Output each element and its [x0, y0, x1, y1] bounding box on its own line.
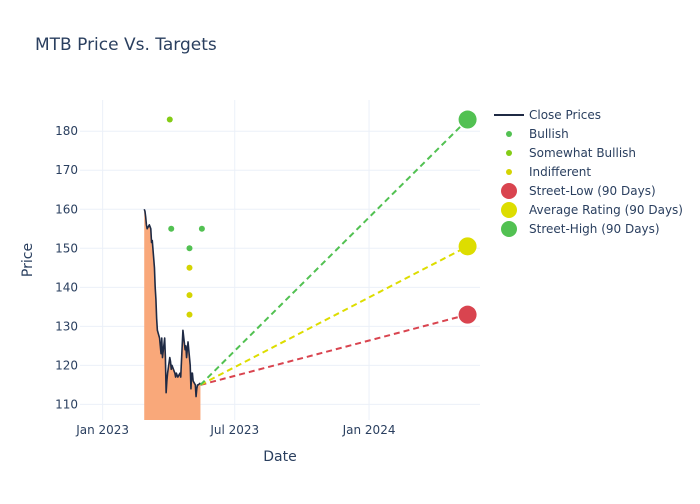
- legend-item[interactable]: Average Rating (90 Days): [501, 202, 683, 218]
- legend-dot-symbol: [501, 202, 517, 218]
- y-tick-label: 170: [55, 163, 78, 177]
- chart-title: MTB Price Vs. Targets: [35, 35, 217, 55]
- legend-label: Close Prices: [529, 108, 601, 122]
- close-price-area: [144, 209, 201, 420]
- legend-label: Somewhat Bullish: [529, 146, 636, 160]
- legend-item[interactable]: Somewhat Bullish: [506, 146, 636, 160]
- x-tick-label: Jul 2023: [209, 423, 259, 437]
- legend-label: Bullish: [529, 127, 569, 141]
- street-high-target-line: [199, 118, 469, 386]
- indifferent-marker: [186, 264, 193, 271]
- average-rating-target-line: [199, 245, 469, 386]
- y-tick-label: 150: [55, 241, 78, 255]
- x-tick-label: Jan 2023: [75, 423, 129, 437]
- legend-item[interactable]: Street-High (90 Days): [501, 221, 660, 237]
- legend-dot-symbol: [506, 169, 512, 175]
- indifferent-marker: [186, 292, 193, 299]
- x-axis-label: Date: [263, 449, 296, 465]
- target-lines: [199, 110, 477, 386]
- axes: 110 120 130 140 150 160 170 180 Jan 2023 Jul 2023…: [55, 124, 395, 437]
- legend-item[interactable]: Bullish: [506, 127, 569, 141]
- rating-markers: [166, 116, 205, 318]
- somewhat-bullish-marker: [166, 116, 173, 123]
- close-price-line: [143, 208, 201, 398]
- x-tick-label: Jan 2024: [342, 423, 396, 437]
- y-tick-label: 140: [55, 280, 78, 294]
- legend-label: Street-Low (90 Days): [529, 184, 656, 198]
- grid: [80, 100, 480, 420]
- bullish-marker: [168, 225, 175, 232]
- indifferent-marker: [186, 311, 193, 318]
- legend-label: Indifferent: [529, 165, 591, 179]
- legend[interactable]: Close Prices Bullish Somewhat Bullish Indif…: [494, 108, 683, 237]
- legend-dot-symbol: [506, 131, 512, 137]
- legend-dot-symbol: [501, 221, 517, 237]
- y-tick-label: 120: [55, 358, 78, 372]
- legend-dot-symbol: [506, 150, 512, 156]
- y-tick-label: 110: [55, 397, 78, 411]
- legend-item[interactable]: Close Prices: [494, 108, 601, 122]
- close-price-path: [143, 208, 201, 398]
- legend-label: Average Rating (90 Days): [529, 203, 683, 217]
- street-high-target-marker: [458, 110, 477, 129]
- street-low-target-line: [200, 313, 468, 386]
- legend-dot-symbol: [501, 183, 517, 199]
- street-low-target-marker: [458, 305, 477, 324]
- average-rating-target-marker: [458, 237, 477, 256]
- y-tick-label: 180: [55, 124, 78, 138]
- y-tick-label: 160: [55, 202, 78, 216]
- y-tick-label: 130: [55, 319, 78, 333]
- legend-item[interactable]: Street-Low (90 Days): [501, 183, 656, 199]
- bullish-marker: [186, 245, 193, 252]
- legend-item[interactable]: Indifferent: [506, 165, 591, 179]
- legend-label: Street-High (90 Days): [529, 222, 660, 236]
- close-price-fill: [144, 209, 201, 420]
- bullish-marker: [198, 225, 205, 232]
- y-axis-label: Price: [20, 243, 36, 277]
